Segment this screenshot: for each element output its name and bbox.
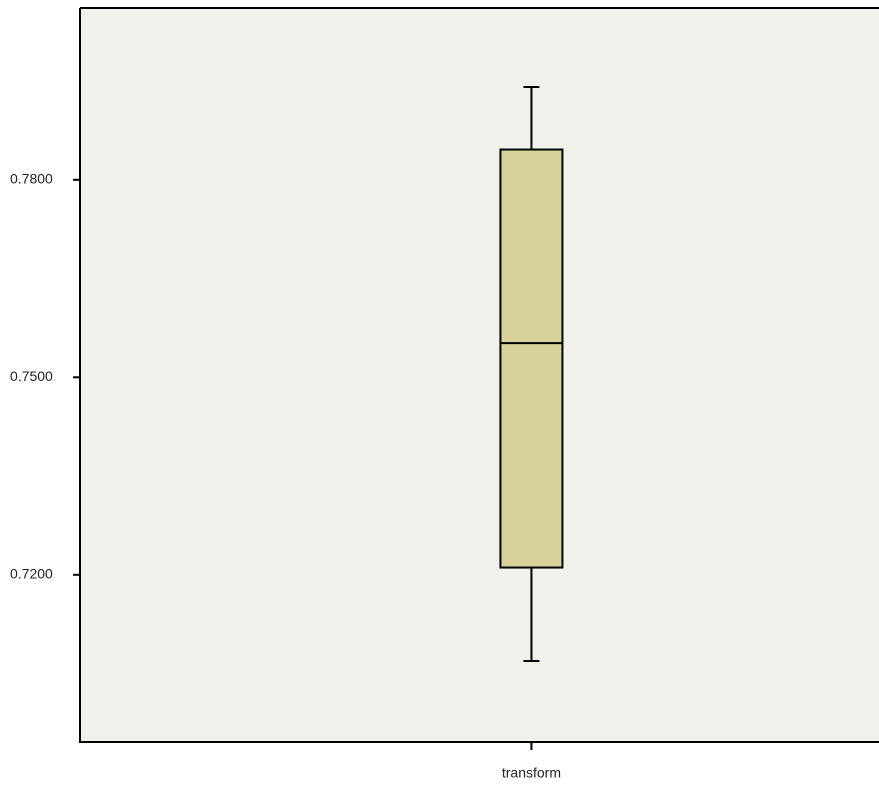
y-tick-label: 0.7200 (10, 565, 53, 581)
plot-background (80, 8, 879, 742)
x-tick-label: transform (502, 765, 561, 781)
y-tick-label: 0.7800 (10, 171, 53, 187)
box (500, 150, 562, 568)
y-tick-label: 0.7500 (10, 368, 53, 384)
page: 0.72000.75000.7800transform (() => { con… (0, 0, 879, 787)
chart: 0.7200 0.7500 0.7800 transform (0, 0, 879, 787)
